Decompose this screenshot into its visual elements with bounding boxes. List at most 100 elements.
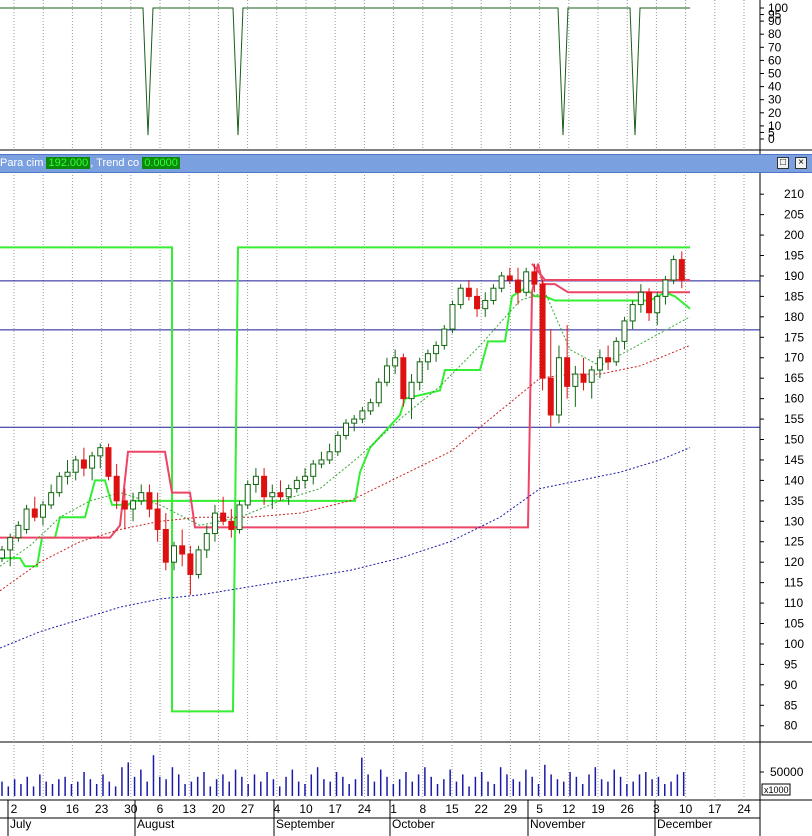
candle-body	[146, 492, 153, 510]
candle-body	[424, 353, 431, 363]
candle-body	[72, 459, 79, 473]
candle-body	[580, 373, 587, 383]
month-label: October	[392, 817, 435, 831]
candle-body	[252, 475, 259, 485]
candle-body	[326, 451, 333, 461]
legend-separator: ,	[90, 157, 97, 169]
ind-tick-label: 40	[768, 80, 782, 94]
ind-tick-label: 50	[768, 67, 782, 81]
candle-body	[138, 492, 145, 502]
day-label: 10	[299, 802, 313, 816]
candle-body	[269, 492, 276, 498]
candle-body	[474, 295, 481, 310]
price-tick-label: 80	[784, 719, 798, 733]
price-tick-label: 125	[784, 535, 804, 549]
price-series-dashed	[0, 447, 691, 649]
price-tick-label: 205	[784, 208, 804, 222]
candle-body	[56, 475, 63, 494]
candle-body	[236, 504, 243, 530]
ind-tick-label: 30	[768, 93, 782, 107]
volume-panel	[1, 755, 685, 796]
candle-body	[7, 537, 14, 551]
price-series-stop-red	[531, 263, 690, 282]
day-label: 15	[445, 802, 459, 816]
day-label: 17	[329, 802, 343, 816]
day-label: 8	[419, 802, 426, 816]
day-label: 3	[653, 802, 660, 816]
candle-body	[89, 455, 96, 469]
price-tick-label: 150	[784, 433, 804, 447]
candle-body	[97, 447, 104, 457]
price-tick-label: 115	[784, 576, 803, 590]
day-label: 12	[562, 802, 576, 816]
volume-unit-label: x1000	[764, 785, 789, 795]
ind-tick-label: 90	[768, 14, 782, 28]
price-tick-label: 145	[784, 453, 804, 467]
panel-title-bar: Para cim 192.000, Trend co 0.0000 □ ×	[0, 154, 812, 173]
price-series-stop-green	[0, 246, 690, 713]
price-tick-label: 185	[784, 289, 804, 303]
candle-body	[359, 410, 366, 420]
candle-body	[48, 492, 55, 506]
day-label: 22	[475, 802, 489, 816]
candle-body	[637, 291, 644, 306]
candle-body	[343, 422, 349, 436]
day-label: 24	[737, 802, 751, 816]
candle-body	[646, 291, 653, 314]
candle-body	[31, 508, 38, 518]
candle-body	[244, 483, 251, 506]
candle-body	[605, 357, 612, 363]
maximize-icon: □	[779, 157, 787, 168]
candle-body	[433, 344, 440, 355]
month-label: November	[530, 817, 585, 831]
candle-body	[23, 508, 30, 530]
day-label: 4	[273, 802, 280, 816]
day-label: 24	[358, 802, 372, 816]
candle-body	[113, 475, 120, 502]
candle-body	[678, 259, 685, 281]
ind-tick-label: 100	[768, 1, 788, 15]
day-label: 27	[241, 802, 255, 816]
candle-body	[465, 287, 472, 297]
close-button[interactable]: ×	[795, 157, 807, 169]
candle-body	[547, 377, 554, 416]
candle-body	[670, 259, 677, 281]
price-tick-label: 90	[784, 678, 798, 692]
day-label: 20	[212, 802, 226, 816]
day-label: 6	[157, 802, 164, 816]
month-label: August	[137, 817, 175, 831]
candle-body	[408, 381, 415, 400]
candle-body	[154, 508, 161, 530]
candle-body	[351, 418, 358, 424]
candle-body	[621, 320, 628, 342]
candle-body	[64, 471, 71, 477]
candle-body	[39, 504, 46, 518]
day-label: 9	[40, 802, 47, 816]
ind-tick-label: 80	[768, 27, 782, 41]
candle-body	[662, 279, 669, 297]
candle-body	[220, 512, 227, 522]
day-label: 30	[124, 802, 138, 816]
candle-body	[203, 533, 210, 551]
candle-body	[228, 520, 235, 530]
price-tick-label: 85	[784, 698, 798, 712]
candle-body	[383, 365, 390, 383]
price-tick-label: 165	[784, 371, 804, 385]
ind-tick-label: 70	[768, 40, 782, 54]
candle-body	[195, 549, 202, 575]
ind-tick-label: 10	[768, 119, 782, 133]
candle-body	[506, 275, 513, 281]
volume-unit-box	[761, 783, 791, 796]
ind-tick-label: 60	[768, 53, 782, 67]
candle-body	[555, 357, 562, 416]
candle-body	[482, 299, 489, 310]
maximize-button[interactable]: □	[777, 157, 789, 169]
candle-body	[261, 475, 268, 498]
day-label: 1	[390, 802, 397, 816]
price-tick-label: 210	[784, 187, 804, 201]
legend-value-trend-co: 0.0000	[142, 157, 180, 169]
price-tick-label: 110	[784, 596, 803, 610]
day-label: 29	[504, 802, 518, 816]
